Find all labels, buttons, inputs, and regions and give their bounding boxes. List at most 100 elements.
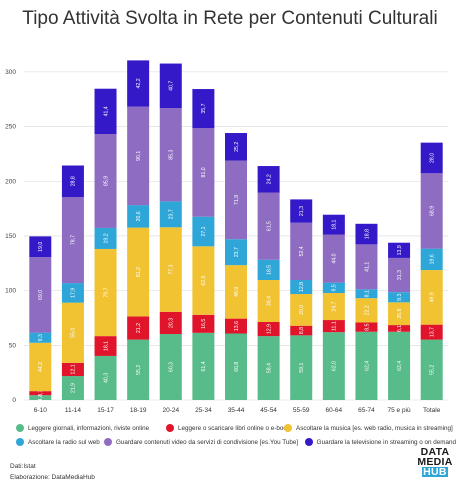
chart-title: Tipo Attività Svolta in Rete per Contenu… (22, 8, 438, 29)
bar-segment (420, 142, 443, 174)
bar-segment (355, 289, 378, 299)
source-note: Dati:Istat Elaborazione: DataMediaHub (10, 461, 95, 483)
bar-segment (388, 331, 411, 400)
x-tick-label: 75 e più (388, 407, 412, 414)
data-label: 18,1 (103, 341, 109, 351)
bar-segment (420, 248, 443, 271)
data-label: 6,1 (397, 325, 403, 332)
data-label: 21,2 (136, 323, 142, 333)
data-label: 19,6 (429, 254, 435, 264)
data-label: 38,4 (266, 296, 272, 306)
legend-label: Ascoltare la musica [es. web radio, musi… (296, 424, 453, 432)
logo-word: HUB (422, 466, 448, 478)
bar-segment (290, 294, 313, 326)
data-label: 55,2 (136, 365, 142, 375)
legend-item-tv: Guardare la televisione in streaming o o… (304, 438, 456, 446)
data-label: 11,1 (332, 321, 338, 331)
bar-segment (420, 270, 443, 325)
bar-segment (322, 293, 345, 321)
data-label: 16,5 (201, 319, 207, 329)
y-tick-label: 300 (5, 69, 16, 76)
y-tick-label: 200 (5, 178, 16, 185)
data-label: 17,9 (71, 288, 77, 298)
bar-segment (420, 324, 443, 340)
data-label: 12,9 (266, 324, 272, 334)
data-label: 8,1 (364, 290, 370, 297)
bar-segment (225, 160, 247, 240)
legend-item-musica: Ascoltare la musica [es. web radio, musi… (284, 424, 453, 432)
bar-segment (322, 234, 345, 283)
data-label: 8,5 (364, 323, 370, 330)
data-label: 41,4 (103, 106, 109, 116)
data-label: 18,5 (266, 265, 272, 275)
data-label: 20,6 (136, 211, 142, 221)
data-label: 78,7 (71, 235, 77, 245)
data-label: 12,8 (299, 282, 305, 292)
bar-segment (94, 248, 117, 337)
data-label: 19,0 (38, 242, 44, 252)
legend-item-libri: Leggere o scaricare libri online o e-boo… (166, 424, 290, 432)
x-tick-label: 55-59 (293, 407, 310, 414)
legend: Leggere giornali, informazioni, riviste … (16, 424, 456, 452)
data-label: 29,0 (299, 305, 305, 315)
data-label: 44,2 (38, 362, 44, 372)
legend-swatch-purple (103, 438, 112, 446)
data-label: 20,8 (397, 309, 403, 319)
data-label: 27,1 (201, 226, 207, 236)
data-label: 81,2 (136, 267, 142, 277)
x-tick-label: 11-14 (65, 407, 82, 414)
data-label: 42,2 (136, 78, 142, 88)
data-label: 13,7 (429, 327, 435, 337)
data-label: 23,7 (169, 209, 175, 219)
bar-segment (225, 318, 247, 334)
bar-segment (225, 239, 247, 266)
data-label: 81,0 (201, 167, 207, 177)
data-label: 24,2 (266, 174, 272, 184)
bar-segment (355, 298, 378, 323)
bar-segment (94, 227, 117, 249)
bar-segment (355, 244, 378, 290)
bar-segment (29, 395, 52, 400)
bar-segment (225, 133, 247, 161)
data-label: 90,1 (136, 151, 142, 161)
data-label: 69,0 (38, 290, 44, 300)
data-label: 25,2 (234, 142, 240, 152)
bar-segment (192, 128, 215, 217)
data-label: 49,9 (429, 292, 435, 302)
bar-segment (29, 257, 52, 333)
legend-swatch-green (16, 424, 24, 432)
data-label: 85,3 (169, 150, 175, 160)
bar-segment (192, 314, 215, 333)
legend-swatch-teal (16, 438, 24, 446)
data-label: 12,1 (71, 364, 77, 374)
bar-segment (192, 246, 215, 315)
bar-segment (127, 60, 150, 107)
bar-segment (225, 265, 247, 319)
bar-segment (159, 334, 182, 400)
x-tick-label: 6-10 (34, 407, 47, 414)
stacked-bar-chart: 0 50 100 150 200 250 300 4,43,7 44,2 9,3 69,0 19,0 6… (5, 60, 448, 414)
data-label: 23,7 (234, 247, 240, 257)
bar-segment (257, 280, 280, 323)
x-tick-label: 18-19 (130, 407, 147, 414)
bar-segment (61, 362, 84, 377)
data-label: 40,3 (103, 373, 109, 383)
bar-segment (257, 166, 280, 193)
bar-segment (388, 292, 411, 303)
data-label: 20,3 (169, 318, 175, 328)
bar-segment (159, 201, 182, 228)
x-tick-label: 35-44 (228, 407, 245, 414)
bar-segment (94, 336, 117, 356)
bar-segment (159, 227, 182, 312)
x-tick-label: 65-74 (358, 407, 375, 414)
data-label: 18,8 (364, 229, 370, 239)
bar-segment (322, 282, 345, 294)
bar-segment (290, 199, 313, 223)
bar-segment (127, 316, 150, 340)
data-label: 62,4 (397, 361, 403, 371)
data-label: 85,9 (103, 176, 109, 186)
legend-row-2: Ascoltare la radio sul web Guardare cont… (16, 438, 456, 446)
bar-segment (225, 333, 247, 400)
credit-line: Elaborazione: DataMediaHub (10, 474, 95, 481)
data-label: 61,5 (266, 221, 272, 231)
